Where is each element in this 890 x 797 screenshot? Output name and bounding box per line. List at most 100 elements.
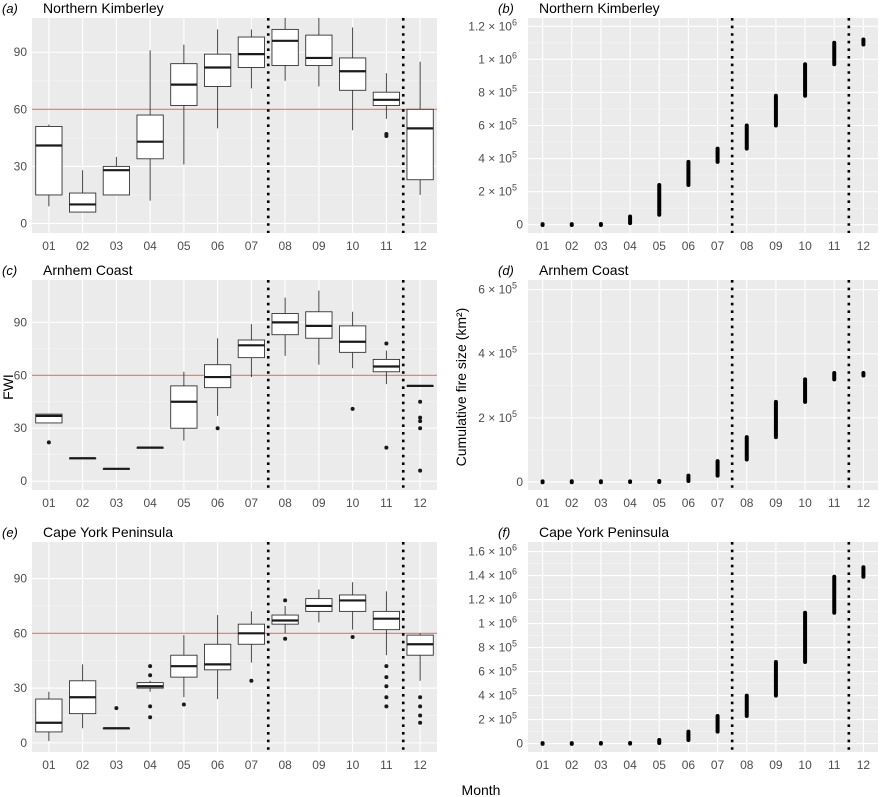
- box: [35, 698, 63, 733]
- panel-title: Arnhem Coast: [43, 262, 133, 278]
- y-tick-label: 60: [14, 626, 28, 640]
- outlier-point: [418, 713, 423, 718]
- y-tick-label: 2 × 105: [478, 711, 517, 727]
- y-tick-label: 6 × 105: [478, 117, 517, 133]
- y-tick-label: 8 × 105: [478, 639, 517, 655]
- x-tick-label: 08: [278, 239, 292, 253]
- x-tick-label: 03: [110, 239, 124, 253]
- panel-title: Northern Kimberley: [43, 0, 164, 16]
- box: [271, 313, 299, 336]
- panel-b: 0 2 × 105 4 × 105 6 × 105 8 × 105 1 × 106 1.2 …: [468, 0, 878, 253]
- y-axis-title-fwi: FWI: [0, 374, 16, 400]
- x-tick-label: 04: [623, 758, 637, 772]
- outlier-point: [46, 440, 51, 445]
- x-tick-label: 01: [536, 496, 550, 510]
- x-tick-label: 06: [211, 758, 225, 772]
- x-tick-label: 01: [42, 758, 56, 772]
- outlier-point: [384, 132, 389, 137]
- y-tick-label: 1 × 106: [478, 615, 517, 631]
- panel-background: [528, 542, 878, 752]
- x-tick-label: 02: [565, 496, 579, 510]
- outlier-point: [418, 468, 423, 473]
- x-tick-label: 02: [76, 496, 90, 510]
- y-tick-label: 60: [14, 368, 28, 382]
- x-tick-label: 03: [110, 758, 124, 772]
- y-tick-label: 1.2 × 106: [468, 17, 517, 33]
- x-tick-label: 07: [711, 496, 725, 510]
- y-tick-label: 1.4 × 106: [468, 567, 517, 583]
- x-tick-label: 01: [536, 239, 550, 253]
- outlier-point: [283, 636, 288, 641]
- y-tick-label: 90: [14, 315, 28, 329]
- panel-title: Arnhem Coast: [539, 262, 629, 278]
- y-tick-label: 0: [20, 474, 27, 488]
- y-tick-label: 0: [20, 216, 27, 230]
- box: [305, 34, 333, 67]
- x-tick-label: 05: [653, 239, 667, 253]
- outlier-point: [418, 419, 423, 424]
- x-tick-label: 10: [798, 758, 812, 772]
- x-tick-label: 02: [565, 239, 579, 253]
- panel-f: 0 2 × 105 4 × 105 6 × 105 8 × 105 1 × 106 1.2 …: [468, 524, 878, 772]
- x-tick-label: 01: [536, 758, 550, 772]
- outlier-point: [418, 704, 423, 709]
- box: [271, 28, 299, 67]
- x-tick-label: 05: [177, 496, 191, 510]
- x-tick-label: 04: [143, 239, 157, 253]
- x-tick-label: 11: [828, 496, 841, 510]
- outlier-point: [418, 426, 423, 431]
- box: [35, 413, 63, 424]
- box: [237, 36, 265, 68]
- y-tick-label: 30: [14, 681, 28, 695]
- y-tick-label: 0: [20, 736, 27, 750]
- y-tick-label: 8 × 105: [478, 83, 517, 99]
- y-tick-label: 1.6 × 106: [468, 543, 517, 559]
- x-tick-label: 01: [42, 496, 56, 510]
- outlier-point: [148, 673, 153, 678]
- x-tick-label: 09: [769, 239, 783, 253]
- box: [406, 108, 434, 181]
- x-tick-label: 08: [740, 239, 754, 253]
- x-axis-title: Month: [462, 782, 501, 797]
- box: [204, 643, 232, 671]
- y-tick-label: 0: [516, 218, 523, 232]
- box: [35, 126, 63, 196]
- outlier-point: [384, 445, 389, 450]
- x-tick-label: 08: [740, 496, 754, 510]
- x-tick-label: 01: [42, 239, 56, 253]
- box: [339, 57, 367, 91]
- y-tick-label: 0: [516, 737, 523, 751]
- outlier-point: [384, 704, 389, 709]
- panel-a: 0 30 60 90 01 02 03 04 05 06 07 08 09 10 11 12 (a) Northe…: [2, 0, 437, 253]
- box: [372, 610, 400, 631]
- outlier-point: [384, 341, 389, 346]
- x-tick-label: 10: [346, 496, 360, 510]
- panel-e: 0 30 60 90 01 02 03 04 05 06 07 08 09 10 11 12 (e) Cape Y…: [2, 524, 437, 772]
- x-tick-label: 06: [682, 239, 696, 253]
- x-tick-label: 05: [177, 239, 191, 253]
- x-tick-label: 06: [211, 496, 225, 510]
- x-tick-label: 10: [346, 758, 360, 772]
- y-tick-label: 4 × 105: [478, 687, 517, 703]
- x-tick-label: 12: [413, 239, 427, 253]
- outlier-point: [181, 702, 186, 707]
- x-tick-label: 03: [594, 758, 608, 772]
- box: [136, 114, 164, 160]
- panel-tag: (d): [498, 263, 514, 278]
- x-tick-label: 11: [828, 239, 841, 253]
- x-tick-label: 03: [110, 496, 124, 510]
- x-tick-label: 06: [682, 758, 696, 772]
- x-tick-label: 08: [278, 496, 292, 510]
- panel-background: [528, 280, 878, 490]
- x-tick-label: 06: [211, 239, 225, 253]
- outlier-point: [384, 664, 389, 669]
- panel-tag: (e): [2, 525, 18, 540]
- x-tick-label: 09: [312, 758, 326, 772]
- x-tick-label: 05: [653, 496, 667, 510]
- y-tick-label: 2 × 105: [478, 183, 517, 199]
- y-axis-title-fire: Cumulative fire size (km²): [453, 308, 469, 467]
- x-tick-label: 11: [828, 758, 841, 772]
- y-tick-label: 30: [14, 421, 28, 435]
- x-tick-label: 12: [857, 239, 871, 253]
